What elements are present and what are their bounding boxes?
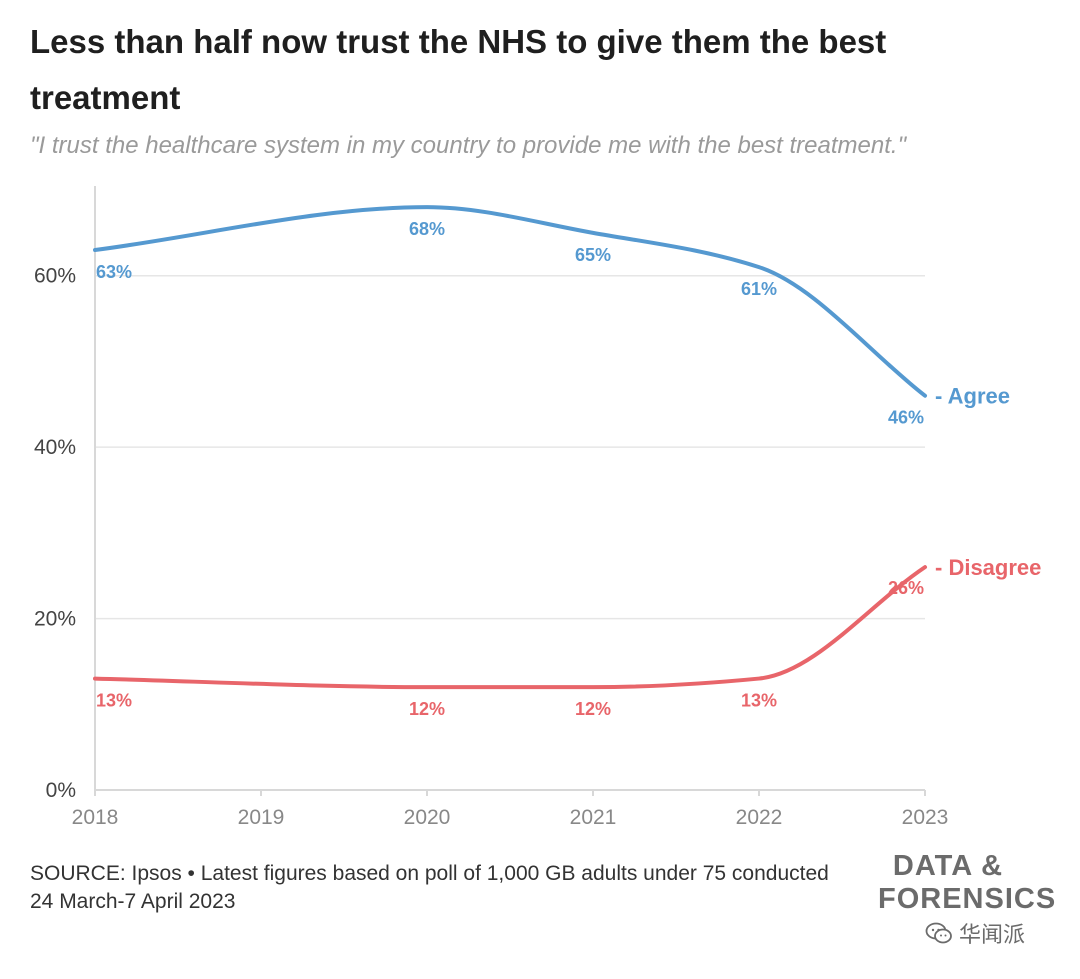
x-tick-label: 2018 [72, 806, 119, 829]
data-label: 26% [888, 578, 924, 598]
y-tick-label: 0% [46, 779, 76, 802]
y-tick-label: 40% [34, 436, 76, 459]
y-tick-label: 20% [34, 608, 76, 631]
x-tick-label: 2022 [736, 806, 783, 829]
gridlines [95, 274, 925, 620]
x-tick-label: 2019 [238, 806, 285, 829]
x-tick-label: 2021 [570, 806, 617, 829]
data-label: 68% [409, 219, 445, 239]
watermark: 华闻派 [925, 917, 1025, 949]
series-name-label: - Disagree [935, 555, 1041, 580]
data-label: 13% [741, 691, 777, 711]
brand-line-2: FORENSICS [878, 883, 1057, 915]
y-tick-label: 60% [34, 265, 76, 288]
series-line-1 [93, 565, 927, 690]
y-axis-ticks: 0% 20% 40% 60% [34, 265, 76, 802]
source-note: SOURCE: Ipsos • Latest figures based on … [30, 862, 829, 913]
chart-title: Less than half now trust the NHS to give… [30, 23, 887, 116]
brand-line-1: DATA & [892, 850, 1004, 882]
wechat-icon [925, 922, 952, 944]
line-chart: 0% 20% 40% 60% 2018 2019 2020 2021 2022 2023 63%… [34, 186, 1041, 829]
data-label: 61% [741, 279, 777, 299]
data-label: 12% [575, 699, 611, 719]
series-line-0 [93, 205, 927, 398]
brand-logo: DATA & FORENSICS [878, 850, 1057, 916]
series-lines [93, 205, 927, 690]
data-label: 12% [409, 699, 445, 719]
data-label: 13% [96, 691, 132, 711]
series-name-label: - Agree [935, 384, 1010, 409]
x-tick-label: 2020 [404, 806, 451, 829]
data-label: 65% [575, 245, 611, 265]
data-label: 63% [96, 262, 132, 282]
chart-subtitle: "I trust the healthcare system in my cou… [30, 132, 907, 159]
x-axis-ticks: 2018 2019 2020 2021 2022 2023 [72, 806, 949, 829]
axes [94, 186, 926, 796]
watermark-text: 华闻派 [959, 923, 1026, 948]
data-label: 46% [888, 408, 924, 428]
x-tick-label: 2023 [902, 806, 949, 829]
data-labels: 63% 68% 65% 61% 46% - Agree 13% 12% 12% 13% 26% - D… [96, 219, 1041, 719]
